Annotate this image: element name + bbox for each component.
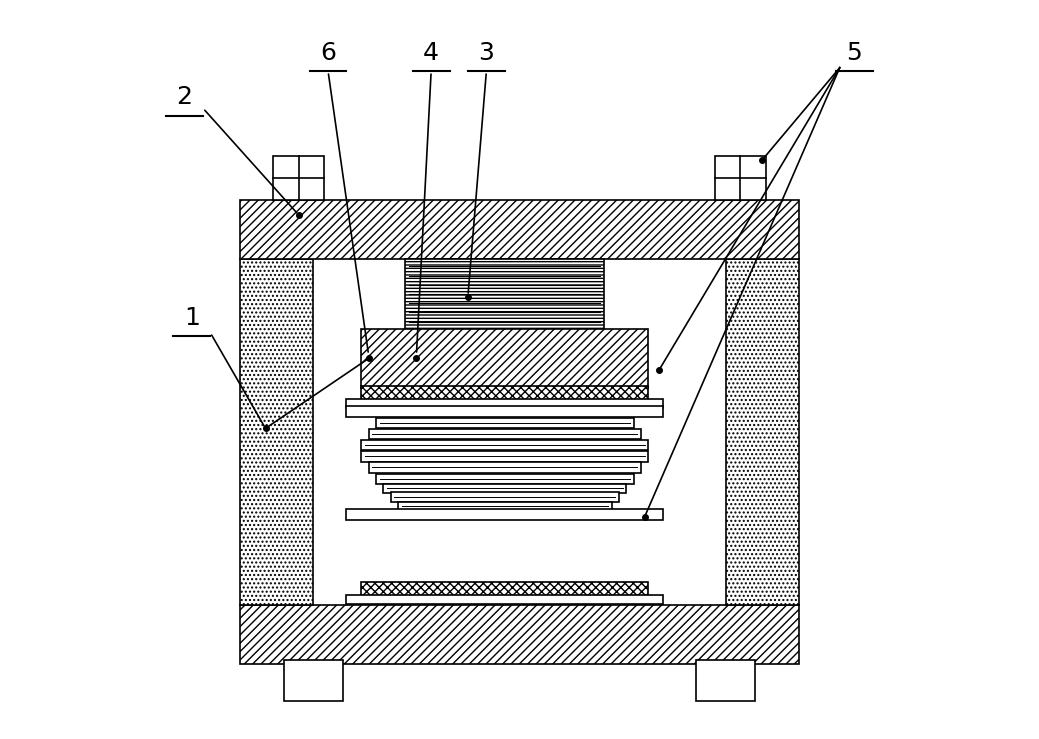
Bar	[346, 406, 663, 418]
Text: 1: 1	[184, 306, 199, 330]
Bar	[369, 429, 641, 440]
Text: 3: 3	[478, 41, 495, 65]
Bar	[362, 440, 648, 451]
Bar	[240, 605, 799, 664]
Bar	[391, 492, 619, 502]
Bar	[362, 386, 648, 403]
Bar	[240, 200, 799, 259]
Bar	[362, 329, 648, 388]
Bar	[362, 452, 648, 462]
Bar	[284, 661, 343, 701]
Bar	[376, 474, 634, 483]
Text: 4: 4	[423, 41, 439, 65]
Bar	[369, 463, 641, 472]
Text: 2: 2	[177, 85, 192, 109]
Bar	[346, 399, 663, 408]
Bar	[273, 156, 324, 200]
Bar	[383, 483, 627, 493]
Bar	[405, 259, 604, 329]
Bar	[725, 259, 799, 605]
Bar	[715, 156, 766, 200]
Bar	[376, 418, 634, 429]
Bar	[240, 259, 314, 605]
Bar	[696, 661, 755, 701]
Bar	[346, 509, 663, 520]
Text: 6: 6	[320, 41, 336, 65]
Text: 5: 5	[847, 41, 862, 65]
Bar	[398, 502, 612, 511]
Bar	[362, 582, 648, 598]
Bar	[346, 595, 663, 604]
